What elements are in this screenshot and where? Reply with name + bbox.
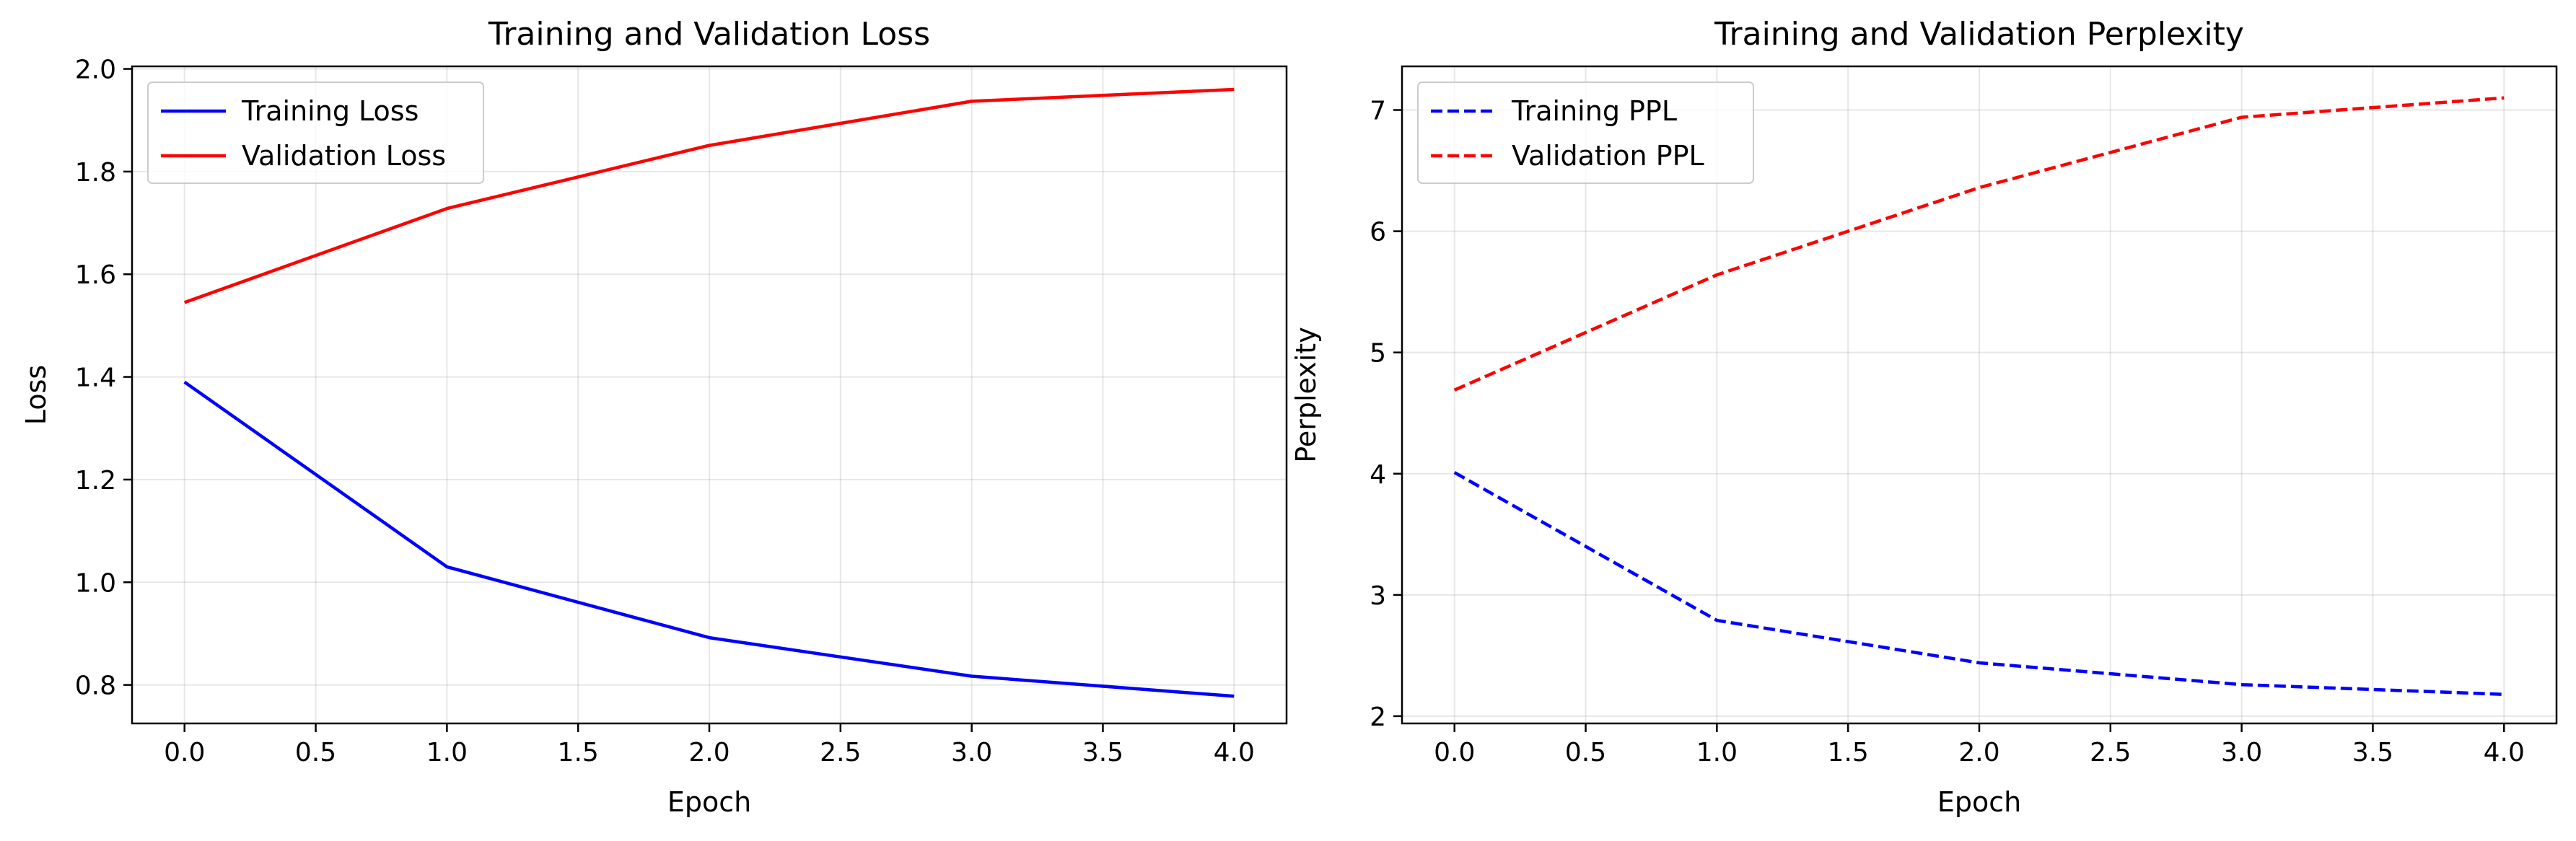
y-tick-label: 1.6 bbox=[75, 260, 116, 290]
series-line-validation-ppl bbox=[1453, 96, 2505, 392]
x-tick-label: 3.5 bbox=[1082, 738, 1123, 767]
x-tick-label: 1.5 bbox=[558, 738, 599, 767]
y-tick-label: 1.4 bbox=[75, 364, 116, 393]
x-tick-label: 3.0 bbox=[2221, 738, 2262, 767]
x-tick-label: 4.0 bbox=[2484, 738, 2525, 767]
series-line-training-ppl bbox=[1453, 471, 2505, 696]
y-tick-label: 2 bbox=[1370, 703, 1386, 732]
legend: Training PPL Validation PPL bbox=[1417, 82, 1754, 184]
x-tick-label: 0.5 bbox=[295, 738, 336, 767]
x-tick-label: 4.0 bbox=[1214, 738, 1255, 767]
x-axis-label: Epoch bbox=[667, 786, 751, 818]
x-tick-label: 3.5 bbox=[2352, 738, 2393, 767]
y-axis-label: Loss bbox=[20, 365, 52, 425]
legend-label: Training Loss bbox=[241, 95, 419, 127]
x-axis-label: Epoch bbox=[1937, 786, 2021, 818]
y-tick-label: 1.2 bbox=[75, 466, 116, 496]
y-tick-label: 7 bbox=[1370, 97, 1386, 126]
y-tick-label: 5 bbox=[1370, 339, 1386, 369]
y-tick-label: 1.8 bbox=[75, 158, 116, 188]
y-axis-label: Perplexity bbox=[1290, 327, 1322, 462]
x-tick-label: 2.0 bbox=[1958, 738, 1999, 767]
y-tick-label: 2.0 bbox=[75, 56, 116, 85]
series-line-validation-loss bbox=[183, 87, 1235, 304]
legend-label: Validation PPL bbox=[1512, 140, 1704, 172]
x-tick-label: 1.5 bbox=[1828, 738, 1869, 767]
x-tick-label: 0.5 bbox=[1565, 738, 1606, 767]
legend-box bbox=[1417, 82, 1754, 184]
chart-title: Training and Validation Perplexity bbox=[1714, 16, 2244, 53]
series-line-training-loss bbox=[183, 380, 1235, 698]
x-tick-label: 0.0 bbox=[1434, 738, 1475, 767]
x-tick-label: 2.0 bbox=[688, 738, 730, 767]
y-tick-label: 4 bbox=[1370, 460, 1386, 490]
chart-panel-0: 0.0 0.5 1.0 1.5 2.0 2.5 3.0 3.5 4.0 0.8 1.0 1.2 1.4 1… bbox=[20, 16, 1288, 818]
x-tick-label: 1.0 bbox=[426, 738, 468, 767]
y-tick-label: 3 bbox=[1370, 581, 1386, 611]
x-tick-label: 1.0 bbox=[1696, 738, 1738, 767]
legend-label: Training PPL bbox=[1511, 95, 1677, 127]
x-tick-label: 0.0 bbox=[164, 738, 205, 767]
x-tick-label: 3.0 bbox=[951, 738, 992, 767]
legend-box bbox=[147, 82, 484, 184]
x-tick-label: 2.5 bbox=[2090, 738, 2131, 767]
chart-panel-1: 0.0 0.5 1.0 1.5 2.0 2.5 3.0 3.5 4.0 2 3 4 5 6 7 Trainin… bbox=[1290, 16, 2558, 818]
chart-title: Training and Validation Loss bbox=[488, 16, 930, 53]
y-tick-label: 0.8 bbox=[75, 672, 116, 701]
y-tick-label: 6 bbox=[1370, 218, 1386, 247]
x-tick-label: 2.5 bbox=[820, 738, 861, 767]
legend: Training Loss Validation Loss bbox=[147, 82, 484, 184]
y-tick-label: 1.0 bbox=[75, 568, 116, 598]
legend-label: Validation Loss bbox=[242, 140, 446, 172]
